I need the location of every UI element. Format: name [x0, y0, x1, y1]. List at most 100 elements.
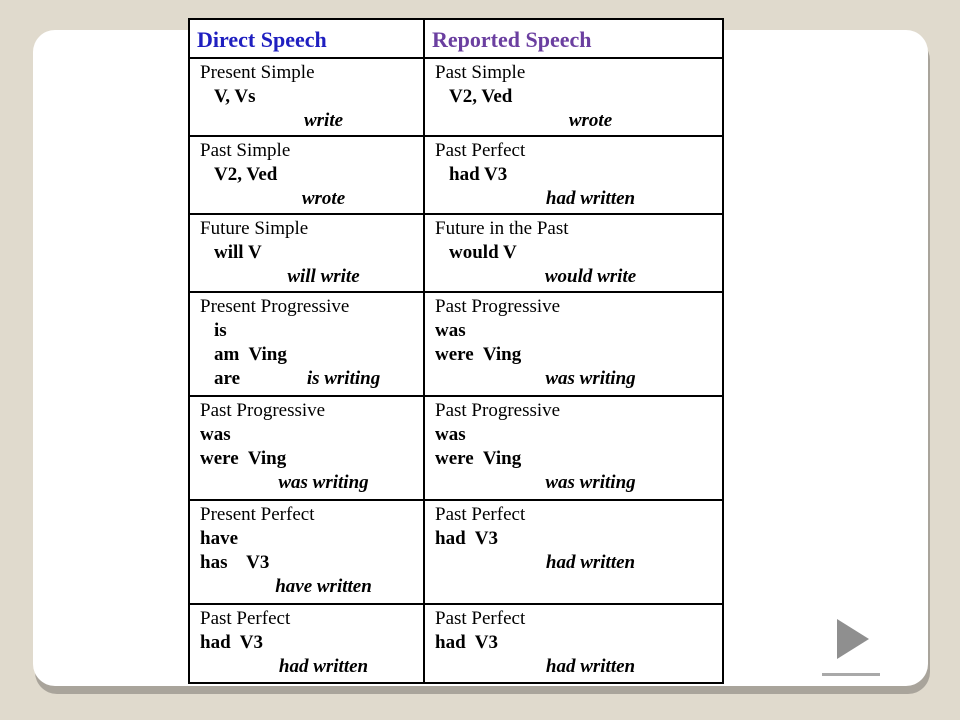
example-text: was writing: [545, 472, 636, 493]
form-text: had V3: [200, 632, 264, 653]
cell-line: was writing: [194, 471, 419, 495]
table-cell: Past Progressive was were Ving was writing: [188, 395, 425, 501]
example-text: have written: [275, 576, 372, 597]
cell-line: is: [194, 319, 419, 343]
cell-line: were Ving: [429, 343, 718, 367]
speech-comparison-table: Direct Speech Reported Speech Present Sim…: [188, 18, 724, 684]
form-text: were Ving: [435, 344, 522, 365]
cell-line: Past Progressive: [429, 399, 718, 423]
example-text: had written: [545, 656, 636, 677]
example-text: write: [303, 110, 344, 131]
tense-label: Past Simple: [435, 62, 526, 83]
cell-line: had written: [429, 655, 718, 679]
table-row: Future Simple will V will write Future in t…: [188, 213, 724, 293]
cell-line: V2, Ved: [429, 85, 718, 109]
cell-line: wrote: [429, 109, 718, 133]
play-triangle-icon: [837, 619, 869, 659]
form-text: are: [214, 368, 241, 389]
cell-line: was: [429, 423, 718, 447]
cell-line: has V3: [194, 551, 419, 575]
cell-line: will write: [194, 265, 419, 289]
cell-line: Future in the Past: [429, 217, 718, 241]
table-cell: Past Perfect had V3 had written: [188, 603, 425, 684]
example-text: had written: [545, 188, 636, 209]
example-text: was writing: [545, 368, 636, 389]
table-cell: Present Perfect have has V3 have written: [188, 499, 425, 605]
table-cell: Past Perfect had V3 had written: [423, 603, 724, 684]
header-label: Direct Speech: [197, 26, 327, 52]
table-cell: Past Simple V2, Ved wrote: [188, 135, 425, 215]
cell-line: Past Perfect: [429, 503, 718, 527]
form-text: is: [214, 320, 227, 341]
tense-label: Past Perfect: [200, 608, 291, 629]
form-text: am Ving: [214, 344, 287, 365]
cell-line: were Ving: [429, 447, 718, 471]
cell-line: was writing: [429, 367, 718, 391]
cell-line: was: [194, 423, 419, 447]
cell-line: Present Progressive: [194, 295, 419, 319]
table-cell: Present Progressive is am Ving are is writin…: [188, 291, 425, 397]
table-row: Past Progressive was were Ving was writing P…: [188, 395, 724, 501]
example-text: wrote: [301, 188, 346, 209]
cell-line: had written: [429, 187, 718, 211]
example-text: had written: [278, 656, 369, 677]
table-cell: Future Simple will V will write: [188, 213, 425, 293]
cell-line: had V3: [429, 631, 718, 655]
header-label: Reported Speech: [432, 26, 592, 52]
table-row: Present Progressive is am Ving are is writin…: [188, 291, 724, 397]
cell-line: had V3: [429, 163, 718, 187]
table-row: Present Perfect have has V3 have written Pas…: [188, 499, 724, 605]
tense-label: Past Progressive: [435, 400, 561, 421]
cell-line: Past Simple: [429, 61, 718, 85]
cell-line: Past Perfect: [429, 607, 718, 631]
next-slide-button[interactable]: [820, 615, 884, 677]
form-text: will V: [214, 242, 262, 263]
form-text: have: [200, 528, 238, 549]
header-row: Direct Speech Reported Speech: [188, 18, 724, 59]
table-cell: Past Perfect had V3 had written: [423, 135, 724, 215]
form-text: has V3: [200, 552, 270, 573]
table-row: Past Perfect had V3 had written Past Perfec…: [188, 603, 724, 684]
table-body: Present Simple V, Vs write Past Simple V2, V…: [188, 57, 724, 684]
form-text: was: [435, 320, 466, 341]
cell-line: wrote: [194, 187, 419, 211]
tense-label: Present Progressive: [200, 296, 350, 317]
cell-line: Past Perfect: [429, 139, 718, 163]
example-text: would write: [544, 266, 637, 287]
table-cell: Present Simple V, Vs write: [188, 57, 425, 137]
cell-line: V, Vs: [194, 85, 419, 109]
form-text: V2, Ved: [449, 86, 513, 107]
cell-line: had written: [429, 551, 718, 575]
cell-line: Past Progressive: [429, 295, 718, 319]
tense-label: Past Simple: [200, 140, 291, 161]
cell-line: would write: [429, 265, 718, 289]
table-cell: Future in the Past would V would write: [423, 213, 724, 293]
cell-line: Past Perfect: [194, 607, 419, 631]
cell-line: were Ving: [194, 447, 419, 471]
cell-line: had written: [194, 655, 419, 679]
cell-line: was: [429, 319, 718, 343]
cell-line: Future Simple: [194, 217, 419, 241]
tense-label: Future in the Past: [435, 218, 569, 239]
cell-line: am Ving: [194, 343, 419, 367]
form-text: had V3: [449, 164, 508, 185]
table-header-cell: Direct Speech: [188, 18, 425, 59]
cell-line: had V3: [429, 527, 718, 551]
tense-label: Past Perfect: [435, 504, 526, 525]
tense-label: Past Perfect: [435, 608, 526, 629]
table-header: Direct Speech Reported Speech: [188, 18, 724, 59]
cell-line: Past Simple: [194, 139, 419, 163]
table-cell: Past Simple V2, Ved wrote: [423, 57, 724, 137]
table-row: Past Simple V2, Ved wrote Past Perfect had V…: [188, 135, 724, 215]
cell-line: V2, Ved: [194, 163, 419, 187]
cell-line: write: [194, 109, 419, 133]
form-text: V, Vs: [214, 86, 256, 107]
table-header-cell: Reported Speech: [423, 18, 724, 59]
form-text: had V3: [435, 632, 499, 653]
cell-line: are is writing: [194, 367, 419, 391]
tense-label: Past Perfect: [435, 140, 526, 161]
form-text: were Ving: [200, 448, 287, 469]
table-row: Present Simple V, Vs write Past Simple V2, V…: [188, 57, 724, 137]
tense-label: Future Simple: [200, 218, 309, 239]
